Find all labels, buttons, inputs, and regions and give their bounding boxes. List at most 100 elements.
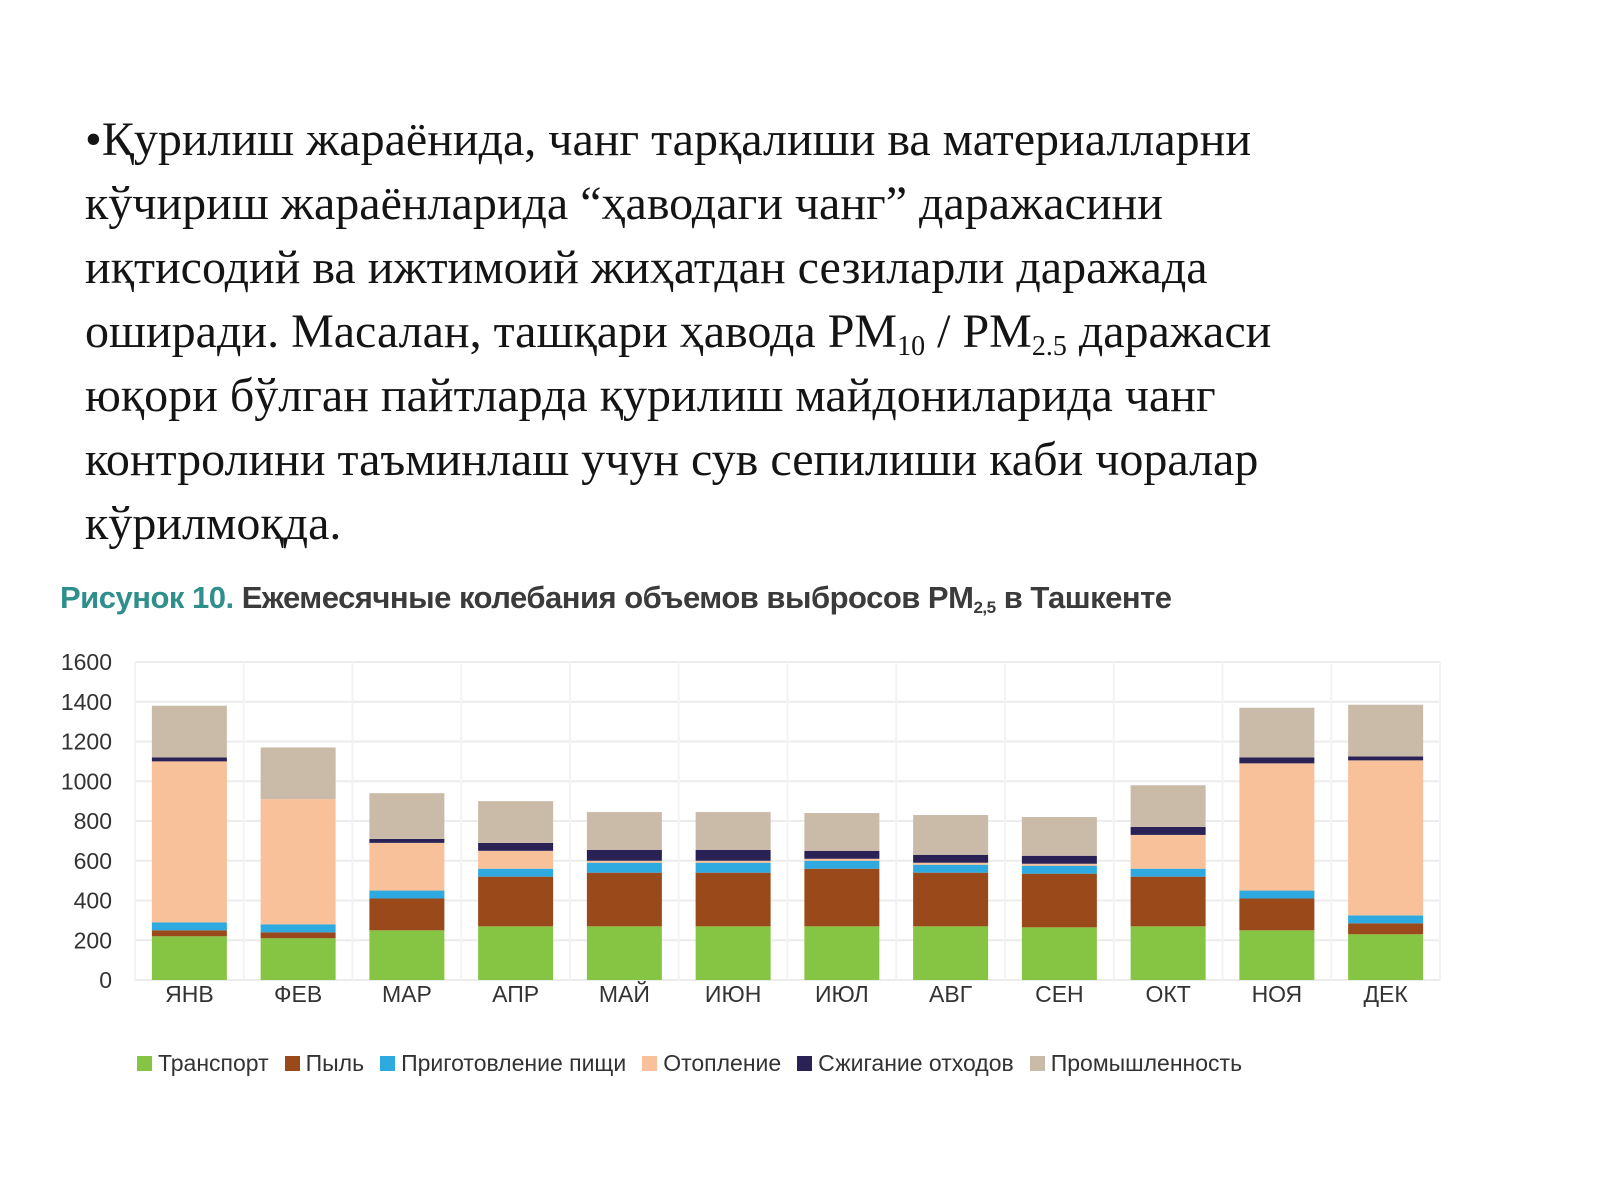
bar-segment bbox=[804, 926, 880, 980]
legend-swatch bbox=[1029, 1056, 1045, 1071]
bar-segment bbox=[586, 862, 662, 873]
y-tick-label: 800 bbox=[74, 808, 112, 834]
x-tick-label: ФЕВ bbox=[274, 981, 322, 1007]
bar-segment bbox=[695, 849, 771, 861]
bar-segment bbox=[913, 864, 989, 873]
legend-item: Отопление bbox=[642, 1050, 781, 1077]
paragraph-text: оширади. Масалан, ташқари ҳавода PM bbox=[85, 305, 898, 358]
bar-segment bbox=[1021, 863, 1097, 866]
bar-segment bbox=[369, 842, 445, 891]
bar-segment bbox=[478, 926, 554, 980]
legend-label: Приготовление пищи bbox=[401, 1050, 627, 1076]
bar-segment bbox=[151, 705, 227, 758]
legend-item: Приготовление пищи bbox=[380, 1050, 626, 1077]
y-tick-label: 1600 bbox=[61, 649, 112, 675]
stacked-bar-chart: 0 200 400 600 800 1000 1200 1400 1600 ЯНВ ФЕВ МАР А… bbox=[61, 649, 1441, 1007]
chart-grid bbox=[134, 661, 1441, 981]
pm10-subscript: 10 bbox=[897, 331, 926, 362]
legend-label: Транспорт bbox=[158, 1050, 269, 1076]
bar-segment bbox=[695, 926, 771, 980]
bar-segment bbox=[1239, 890, 1315, 899]
paragraph-text: даражаси bbox=[1066, 305, 1272, 358]
bar-segment bbox=[913, 872, 989, 927]
bar-segment bbox=[260, 799, 336, 925]
bar-segment bbox=[151, 761, 227, 923]
bar-segment bbox=[369, 930, 445, 980]
paragraph-text: / PM bbox=[925, 305, 1032, 358]
y-axis: 0 200 400 600 800 1000 1200 1400 1600 bbox=[61, 649, 112, 993]
bar-segment bbox=[1239, 898, 1315, 931]
bar-segment bbox=[695, 872, 771, 927]
bar-segment bbox=[1021, 873, 1097, 928]
legend-label: Отопление bbox=[663, 1050, 782, 1076]
bar-segment bbox=[369, 838, 445, 843]
x-tick-label: МАР bbox=[382, 981, 432, 1007]
bar-segment bbox=[1021, 865, 1097, 874]
bar-segment bbox=[804, 850, 880, 859]
bar-segment bbox=[1239, 757, 1315, 764]
bar-segment bbox=[1348, 704, 1424, 757]
y-tick-label: 0 bbox=[99, 967, 112, 993]
bar-segment bbox=[1130, 926, 1206, 980]
bar-segment bbox=[478, 801, 554, 843]
x-tick-label: НОЯ bbox=[1252, 981, 1303, 1007]
bar-segment bbox=[804, 813, 880, 851]
bar-segment bbox=[913, 854, 989, 863]
x-tick-label: АПР bbox=[492, 981, 539, 1007]
paragraph-line: оширади. Масалан, ташқари ҳавода PM10 / … bbox=[85, 300, 1545, 364]
bar-segment bbox=[1239, 707, 1315, 758]
bar-segment bbox=[1348, 923, 1424, 935]
bar-segment bbox=[695, 812, 771, 850]
legend-item: Промышленность bbox=[1029, 1050, 1243, 1077]
bar-segment bbox=[913, 815, 989, 855]
y-tick-label: 600 bbox=[74, 848, 112, 874]
bar-segment bbox=[1021, 855, 1097, 864]
bar-segment bbox=[369, 890, 445, 899]
bar-segment bbox=[478, 876, 554, 927]
legend-swatch bbox=[284, 1056, 300, 1071]
bar-segment bbox=[586, 849, 662, 861]
y-tick-label: 200 bbox=[74, 927, 112, 953]
bar-segment bbox=[151, 757, 227, 762]
bar-segment bbox=[695, 860, 771, 863]
bar-segment bbox=[913, 926, 989, 980]
legend-label: Сжигание отходов bbox=[818, 1050, 1014, 1076]
bar-segment bbox=[1348, 915, 1424, 924]
x-tick-label: АВГ bbox=[929, 981, 973, 1007]
chart-legend: Транспорт Пыль Приготовление пищи Отопление… bbox=[137, 1050, 1242, 1077]
bar-segment bbox=[1021, 927, 1097, 980]
legend-label: Пыль bbox=[305, 1050, 365, 1076]
bar-segment bbox=[260, 932, 336, 939]
figure-title-text: в Ташкенте bbox=[995, 580, 1172, 615]
bar-segment bbox=[151, 936, 227, 980]
legend-item: Транспорт bbox=[137, 1050, 269, 1077]
legend-label: Промышленность bbox=[1050, 1050, 1243, 1076]
bar-segment bbox=[804, 860, 880, 869]
bar-segment bbox=[369, 898, 445, 931]
paragraph-line: контролини таъминлаш учун сув сепилиши к… bbox=[85, 433, 1259, 486]
bar-segment bbox=[1130, 868, 1206, 877]
bar-segment bbox=[260, 938, 336, 980]
bar-segment bbox=[804, 868, 880, 927]
bar-segment bbox=[1348, 760, 1424, 916]
bar-segment bbox=[1348, 756, 1424, 761]
bar-segment bbox=[586, 860, 662, 863]
bar-segment bbox=[151, 930, 227, 937]
bar-segment bbox=[478, 868, 554, 877]
bar-segment bbox=[1348, 934, 1424, 980]
x-tick-label: ДЕК bbox=[1363, 981, 1408, 1007]
x-tick-label: ИЮН bbox=[705, 981, 761, 1007]
legend-item: Пыль bbox=[284, 1050, 365, 1077]
figure-label: Рисунок 10. bbox=[60, 580, 234, 615]
slide-paragraph: •Қурилиш жараёнида, чанг тарқалиши ва ма… bbox=[85, 108, 1545, 556]
x-tick-label: ОКТ bbox=[1145, 981, 1190, 1007]
legend-swatch bbox=[137, 1056, 152, 1071]
paragraph-line: кўрилмоқда. bbox=[85, 497, 342, 550]
bar-segment bbox=[586, 926, 662, 980]
bar-segment bbox=[478, 850, 554, 869]
bar-segment bbox=[260, 924, 336, 933]
figure-title: Рисунок 10. Ежемесячные колебания объемо… bbox=[60, 580, 1172, 616]
figure-title-subscript: 2,5 bbox=[973, 598, 996, 617]
paragraph-line: •Қурилиш жараёнида, чанг тарқалиши ва ма… bbox=[85, 108, 1545, 172]
bar-segment bbox=[1130, 785, 1206, 827]
